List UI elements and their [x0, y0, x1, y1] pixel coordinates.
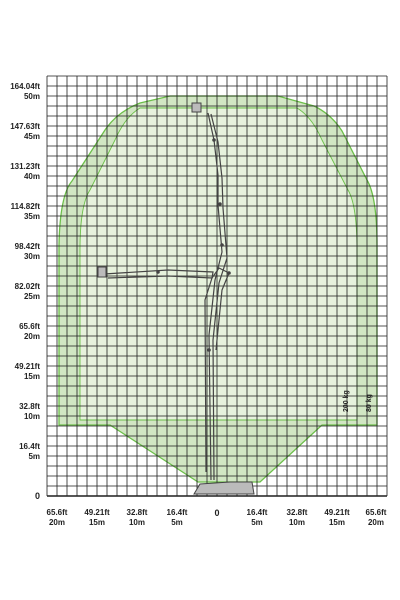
height-label-ft: 98.42ft: [15, 242, 41, 251]
reach-label-m: 20m: [368, 518, 384, 527]
height-label-m: 20m: [24, 332, 40, 341]
boom-section-main: [207, 112, 223, 481]
reach-label-m: 15m: [89, 518, 105, 527]
height-label-m: 25m: [24, 292, 40, 301]
height-label-ft: 49.21ft: [15, 362, 41, 371]
reach-label-ft: 49.21ft: [324, 508, 350, 517]
pivot-joint: [220, 243, 224, 247]
reach-label-ft: 65.6ft: [47, 508, 68, 517]
reach-axis-labels: 65.6ft20m49.21ft15m32.8ft10m16.4ft5m16.4…: [47, 508, 387, 527]
reach-label-m: 10m: [289, 518, 305, 527]
platform-basket-left: [97, 266, 107, 278]
height-label-m: 50m: [24, 92, 40, 101]
reach-axis-zero: 0: [214, 508, 219, 518]
reach-label-m: 15m: [329, 518, 345, 527]
height-label-m: 40m: [24, 172, 40, 181]
capacity-label-outer: 80 kg: [366, 394, 373, 412]
reach-label-m: 5m: [171, 518, 183, 527]
reach-label-ft: 32.8ft: [127, 508, 148, 517]
height-label-ft: 147.63ft: [10, 122, 40, 131]
capacity-label-inner: 200 kg: [343, 390, 350, 412]
reach-label-m: 5m: [251, 518, 263, 527]
height-label-ft: 114.82ft: [11, 202, 41, 211]
reach-grid: [46, 75, 388, 497]
pivot-joint: [207, 348, 211, 352]
reach-label-ft: 32.8ft: [287, 508, 308, 517]
reach-label-ft: 16.4ft: [167, 508, 188, 517]
pivot-joint: [218, 202, 222, 206]
reach-label-ft: 16.4ft: [247, 508, 268, 517]
height-label-m: 15m: [24, 372, 40, 381]
height-label-ft: 32.8ft: [19, 402, 40, 411]
platform-basket-top: [191, 102, 202, 113]
height-label-m: 5m: [28, 452, 40, 461]
reach-label-ft: 49.21ft: [84, 508, 110, 517]
reach-label-ft: 65.6ft: [366, 508, 387, 517]
pivot-joint: [156, 270, 160, 274]
pivot-joint: [212, 138, 216, 142]
height-label-m: 30m: [24, 252, 40, 261]
pivot-joint: [227, 271, 231, 275]
height-label-m: 10m: [24, 412, 40, 421]
boom-outline: [97, 102, 255, 495]
reach-label-m: 20m: [49, 518, 65, 527]
height-label-ft: 131.23ft: [10, 162, 40, 171]
height-label-ft: 164.04ft: [10, 82, 40, 91]
height-axis-zero: 0: [35, 491, 40, 501]
boom-section-inner: [210, 113, 228, 481]
reach-label-m: 10m: [129, 518, 145, 527]
machine-base: [193, 481, 255, 495]
height-label-ft: 65.6ft: [19, 322, 40, 331]
height-label-ft: 82.02ft: [15, 282, 41, 291]
height-label-ft: 16.4ft: [19, 442, 40, 451]
height-label-m: 45m: [24, 132, 40, 141]
boom-section-lower: [204, 267, 230, 473]
height-label-m: 35m: [24, 212, 40, 221]
